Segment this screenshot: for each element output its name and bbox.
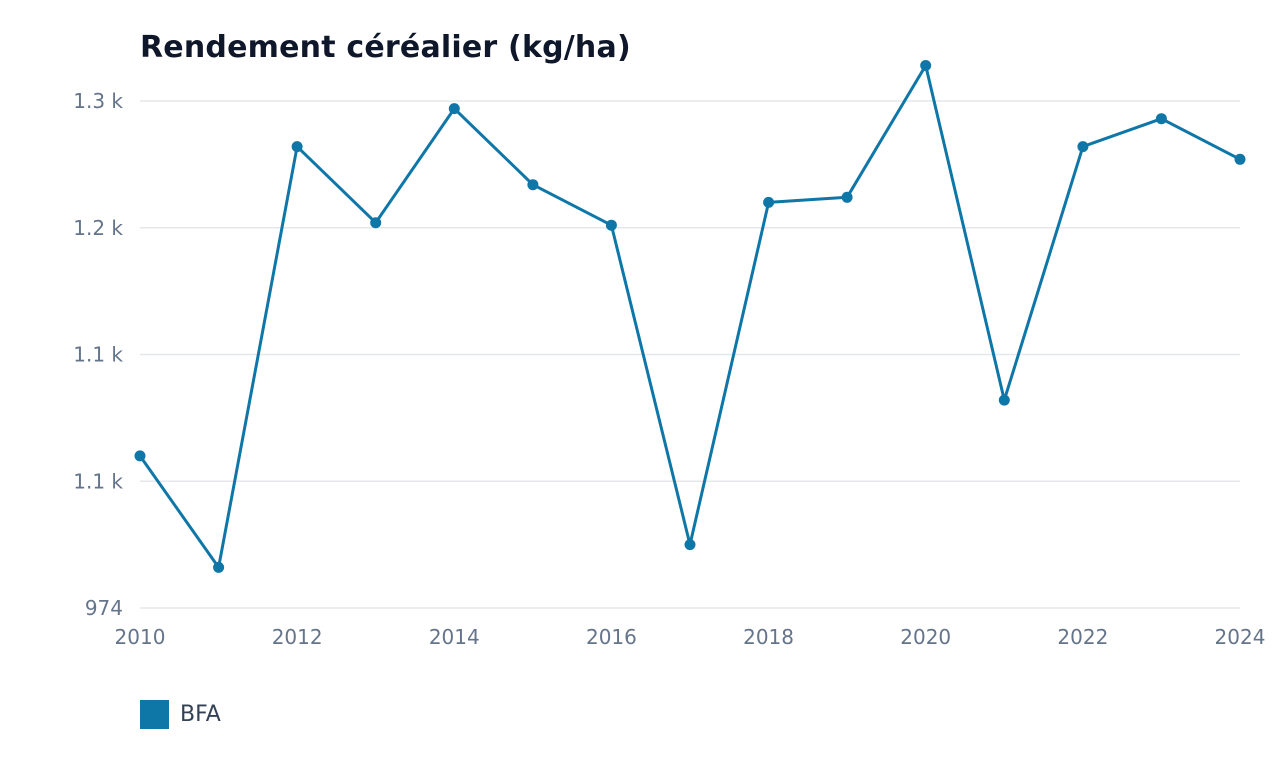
data-point [763, 196, 775, 208]
legend: BFA [140, 700, 221, 729]
data-point [1234, 153, 1246, 165]
legend-label-bfa: BFA [180, 702, 221, 727]
data-point [684, 539, 696, 551]
data-point [998, 394, 1010, 406]
data-point [920, 60, 932, 71]
x-tick-label: 2012 [272, 625, 323, 649]
x-tick-label: 2024 [1215, 625, 1266, 649]
data-point [1155, 113, 1167, 125]
data-point [134, 450, 146, 462]
data-point [605, 219, 617, 231]
data-point [448, 103, 460, 115]
data-point [841, 191, 853, 203]
x-tick-label: 2022 [1057, 625, 1108, 649]
data-point [370, 217, 382, 229]
y-tick-label: 1.2 k [73, 216, 123, 240]
chart-title: Rendement céréalier (kg/ha) [140, 30, 631, 65]
x-tick-label: 2010 [115, 625, 166, 649]
legend-swatch-bfa [140, 700, 169, 729]
x-tick-label: 2018 [743, 625, 794, 649]
series-bfa [134, 60, 1246, 573]
x-axis-tick-labels: 2010 2012 2014 2016 2018 2020 2022 2024 [115, 625, 1266, 649]
y-tick-label: 1.1 k [73, 343, 123, 367]
grid-lines [140, 100, 1240, 609]
y-tick-label: 1.1 k [73, 469, 123, 493]
x-tick-label: 2020 [900, 625, 951, 649]
series-line [138, 64, 1242, 569]
data-point [527, 179, 539, 191]
x-tick-label: 2014 [429, 625, 480, 649]
data-point [291, 141, 303, 153]
y-axis-tick-labels: 974 1.1 k 1.1 k 1.2 k 1.3 k [73, 89, 123, 620]
chart-plot: 974 1.1 k 1.1 k 1.2 k 1.3 k 2010 2012 2014 2016… [73, 60, 1266, 649]
x-tick-label: 2016 [586, 625, 637, 649]
y-tick-label: 974 [85, 596, 123, 620]
data-point [1077, 141, 1089, 153]
data-point [213, 561, 225, 573]
y-tick-label: 1.3 k [73, 89, 123, 113]
